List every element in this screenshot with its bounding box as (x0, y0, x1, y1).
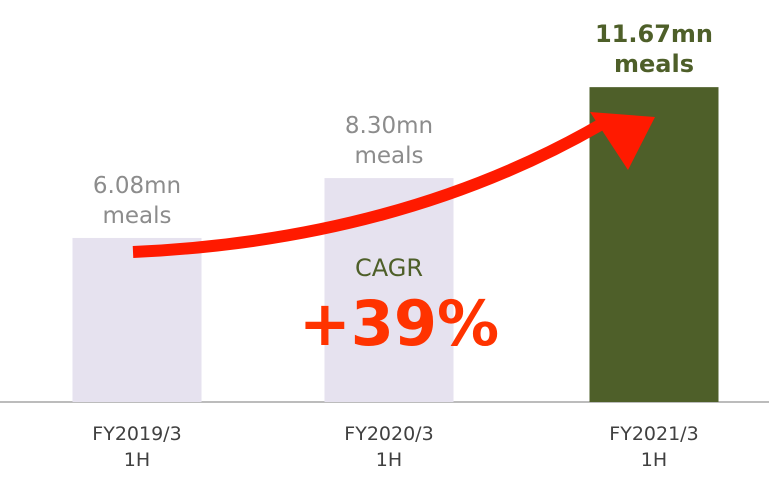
value-label: 11.67mn meals (595, 20, 713, 78)
x-tick-label: FY2021/3 1H (609, 423, 698, 471)
cagr-value: +39% (299, 287, 499, 360)
growth-arrow (132, 119, 603, 258)
bars: 6.08mn meals FY2019/3 1H 8.30mn meals FY2020/3… (72, 20, 719, 471)
arrow-head (590, 112, 655, 170)
cagr-label: CAGR (355, 254, 423, 282)
x-tick-label: FY2019/3 1H (92, 423, 181, 471)
x-tick-label: FY2020/3 1H (344, 423, 433, 471)
bar (72, 237, 202, 402)
value-label: 8.30mn meals (345, 113, 433, 169)
value-label: 6.08mn meals (93, 173, 181, 229)
